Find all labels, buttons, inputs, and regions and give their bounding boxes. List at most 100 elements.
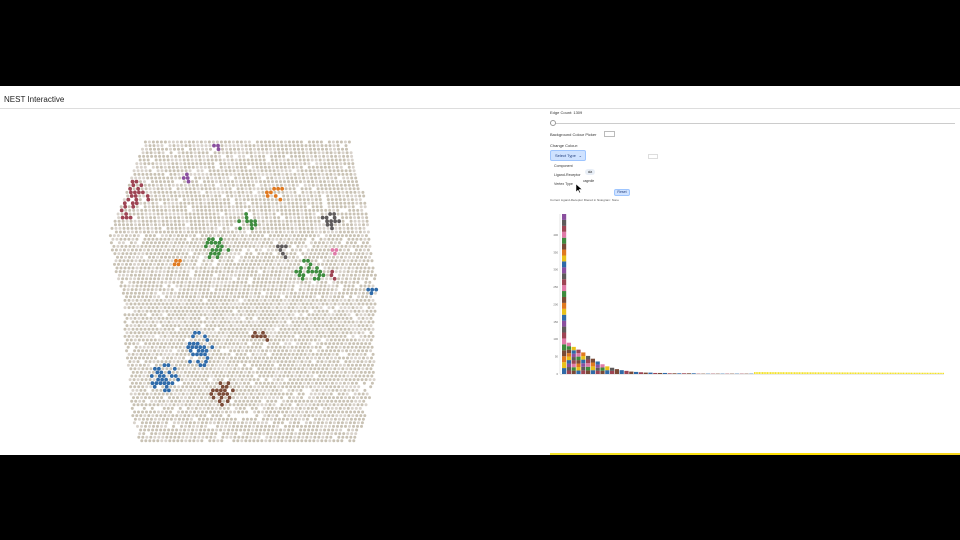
- graph-vertex[interactable]: [218, 194, 222, 198]
- graph-vertex[interactable]: [308, 378, 312, 382]
- graph-vertex[interactable]: [264, 360, 268, 364]
- graph-vertex[interactable]: [368, 360, 372, 364]
- graph-vertex[interactable]: [241, 410, 245, 414]
- histogram-bar-tail[interactable]: [805, 372, 807, 374]
- graph-vertex[interactable]: [334, 270, 338, 274]
- graph-vertex[interactable]: [257, 295, 261, 299]
- graph-vertex[interactable]: [260, 403, 264, 407]
- graph-vertex[interactable]: [254, 381, 258, 385]
- graph-vertex[interactable]: [211, 201, 215, 205]
- graph-vertex[interactable]: [296, 360, 300, 364]
- graph-vertex[interactable]: [265, 273, 269, 277]
- graph-vertex[interactable]: [217, 277, 221, 281]
- graph-vertex[interactable]: [195, 306, 199, 310]
- graph-vertex[interactable]: [165, 331, 169, 335]
- graph-vertex[interactable]: [365, 291, 369, 295]
- graph-vertex[interactable]: [149, 316, 153, 320]
- graph-vertex[interactable]: [210, 259, 214, 263]
- graph-vertex[interactable]: [209, 324, 213, 328]
- graph-vertex[interactable]: [366, 270, 370, 274]
- graph-vertex[interactable]: [292, 234, 296, 238]
- graph-vertex[interactable]: [351, 370, 355, 374]
- graph-vertex[interactable]: [132, 342, 136, 346]
- graph-vertex[interactable]: [355, 180, 358, 184]
- graph-vertex[interactable]: [124, 208, 128, 212]
- graph-vertex[interactable]: [364, 280, 368, 284]
- graph-vertex[interactable]: [210, 223, 213, 227]
- graph-vertex[interactable]: [131, 266, 135, 270]
- graph-vertex[interactable]: [263, 180, 266, 184]
- graph-vertex[interactable]: [321, 172, 325, 176]
- graph-vertex[interactable]: [252, 396, 255, 400]
- graph-vertex[interactable]: [339, 370, 343, 374]
- graph-vertex[interactable]: [329, 241, 333, 245]
- graph-vertex[interactable]: [205, 392, 209, 396]
- graph-vertex[interactable]: [205, 291, 209, 295]
- graph-vertex[interactable]: [341, 190, 345, 194]
- graph-vertex[interactable]: [214, 176, 218, 180]
- graph-vertex[interactable]: [205, 385, 209, 389]
- graph-vertex[interactable]: [229, 349, 233, 353]
- graph-vertex[interactable]: [216, 403, 220, 407]
- graph-vertex[interactable]: [351, 428, 355, 432]
- graph-vertex[interactable]: [262, 223, 265, 227]
- graph-vertex[interactable]: [262, 226, 266, 230]
- graph-vertex[interactable]: [203, 306, 207, 310]
- graph-vertex[interactable]: [320, 144, 324, 148]
- graph-vertex[interactable]: [321, 147, 324, 151]
- graph-vertex[interactable]: [162, 363, 167, 368]
- graph-vertex[interactable]: [217, 309, 221, 313]
- graph-vertex[interactable]: [226, 356, 229, 360]
- graph-vertex[interactable]: [285, 324, 289, 328]
- graph-vertex[interactable]: [171, 165, 175, 169]
- graph-vertex[interactable]: [323, 370, 327, 374]
- graph-vertex[interactable]: [281, 316, 285, 320]
- graph-vertex[interactable]: [321, 273, 326, 278]
- graph-vertex[interactable]: [343, 284, 347, 288]
- graph-vertex[interactable]: [151, 388, 155, 392]
- graph-vertex[interactable]: [198, 288, 202, 292]
- graph-vertex[interactable]: [179, 237, 183, 241]
- histogram-bar-tail[interactable]: [803, 372, 805, 374]
- graph-vertex[interactable]: [130, 179, 135, 184]
- graph-vertex[interactable]: [315, 428, 319, 432]
- graph-vertex[interactable]: [247, 388, 251, 392]
- graph-vertex[interactable]: [219, 428, 223, 432]
- graph-vertex[interactable]: [309, 338, 313, 342]
- graph-vertex[interactable]: [361, 241, 365, 245]
- graph-vertex[interactable]: [287, 162, 291, 166]
- graph-vertex[interactable]: [235, 320, 239, 324]
- graph-vertex[interactable]: [236, 421, 240, 425]
- graph-vertex[interactable]: [216, 396, 219, 400]
- graph-vertex[interactable]: [272, 360, 276, 364]
- graph-vertex[interactable]: [245, 147, 248, 151]
- graph-vertex[interactable]: [299, 320, 303, 324]
- graph-vertex[interactable]: [356, 396, 359, 400]
- graph-vertex[interactable]: [143, 327, 147, 331]
- histogram-bar-tail[interactable]: [840, 372, 842, 374]
- graph-vertex[interactable]: [269, 262, 272, 266]
- graph-vertex[interactable]: [225, 367, 229, 371]
- graph-vertex[interactable]: [339, 320, 343, 324]
- graph-vertex[interactable]: [366, 345, 370, 349]
- graph-vertex[interactable]: [130, 356, 133, 360]
- graph-vertex[interactable]: [235, 327, 239, 331]
- graph-vertex[interactable]: [274, 381, 278, 385]
- graph-vertex[interactable]: [320, 421, 324, 425]
- graph-vertex[interactable]: [235, 306, 239, 310]
- graph-vertex[interactable]: [249, 417, 253, 421]
- graph-vertex[interactable]: [156, 403, 160, 407]
- graph-vertex[interactable]: [265, 331, 269, 335]
- graph-vertex[interactable]: [163, 298, 167, 302]
- graph-vertex[interactable]: [365, 338, 369, 342]
- graph-vertex[interactable]: [171, 201, 175, 205]
- graph-vertex[interactable]: [316, 169, 320, 173]
- graph-vertex[interactable]: [195, 183, 199, 187]
- graph-vertex[interactable]: [330, 194, 334, 198]
- graph-vertex[interactable]: [248, 255, 251, 259]
- graph-vertex[interactable]: [145, 172, 149, 176]
- graph-vertex[interactable]: [270, 399, 274, 403]
- graph-vertex[interactable]: [205, 309, 209, 313]
- graph-vertex[interactable]: [310, 259, 314, 263]
- histogram-bar-tail[interactable]: [845, 372, 847, 374]
